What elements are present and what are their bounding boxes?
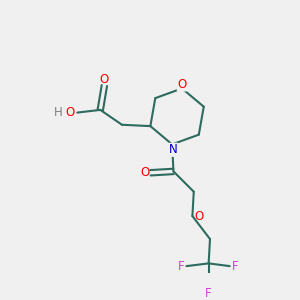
Text: O: O xyxy=(177,78,187,91)
Text: F: F xyxy=(232,260,238,273)
Text: F: F xyxy=(178,260,184,273)
Text: H: H xyxy=(53,106,62,118)
Text: O: O xyxy=(65,106,74,118)
Text: N: N xyxy=(169,143,178,156)
Text: O: O xyxy=(194,210,204,223)
Text: O: O xyxy=(100,73,109,86)
Text: F: F xyxy=(205,287,212,300)
Text: O: O xyxy=(140,166,149,179)
